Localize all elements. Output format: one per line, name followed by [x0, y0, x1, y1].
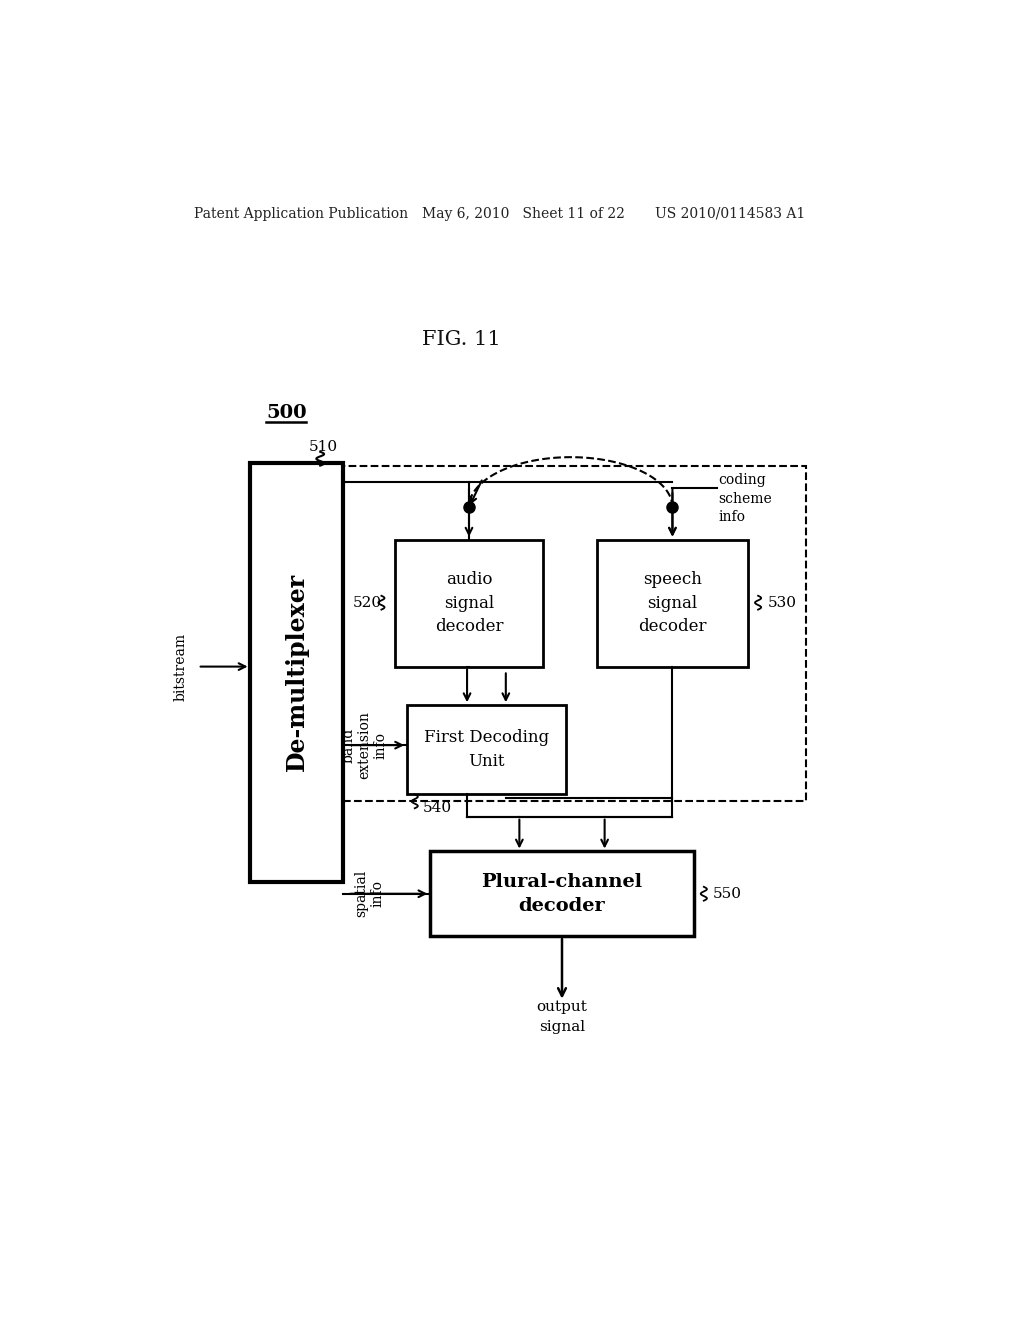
Bar: [430, 851, 693, 936]
Text: bitstream: bitstream: [174, 632, 187, 701]
Text: coding
scheme
info: coding scheme info: [719, 474, 772, 524]
Bar: [407, 705, 566, 793]
Text: Plural-channel
decoder: Plural-channel decoder: [481, 873, 643, 915]
Bar: [395, 540, 543, 667]
Bar: [597, 540, 748, 667]
Text: Patent Application Publication: Patent Application Publication: [194, 207, 408, 220]
Text: First Decoding
Unit: First Decoding Unit: [424, 729, 549, 770]
Text: 530: 530: [767, 595, 797, 610]
Text: 500: 500: [266, 404, 306, 421]
Text: De-multiplexer: De-multiplexer: [285, 573, 309, 771]
Text: 520: 520: [352, 595, 382, 610]
Text: band
extension
info: band extension info: [341, 711, 387, 779]
Text: 550: 550: [713, 887, 742, 900]
Text: May 6, 2010   Sheet 11 of 22: May 6, 2010 Sheet 11 of 22: [423, 207, 626, 220]
Text: 540: 540: [423, 800, 452, 814]
Text: audio
signal
decoder: audio signal decoder: [435, 572, 503, 635]
Text: US 2010/0114583 A1: US 2010/0114583 A1: [655, 207, 805, 220]
Bar: [251, 462, 343, 882]
Bar: [343, 466, 806, 801]
Text: output
signal: output signal: [537, 1001, 588, 1034]
Text: speech
signal
decoder: speech signal decoder: [638, 572, 707, 635]
Text: 510: 510: [308, 440, 338, 454]
Text: spatial
info: spatial info: [354, 870, 385, 917]
Text: FIG. 11: FIG. 11: [422, 330, 501, 348]
